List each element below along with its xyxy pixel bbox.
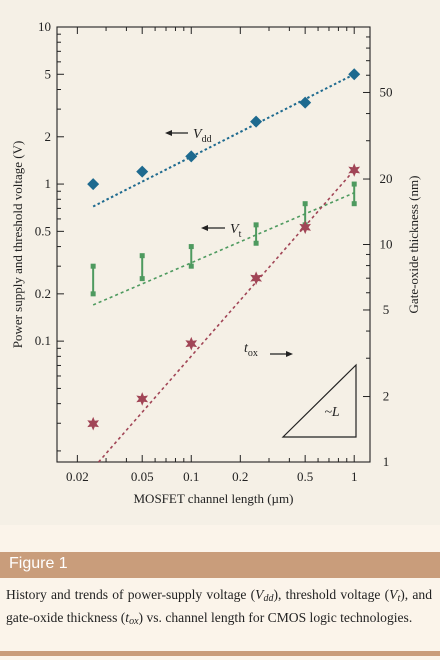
vt-range-high-cap (302, 201, 308, 207)
vdd-point (136, 165, 149, 178)
tox-point (299, 220, 311, 235)
slope-triangle (281, 363, 357, 438)
vt-range-low-cap (188, 263, 194, 269)
vdd-trend-line (92, 73, 355, 208)
chart-panel: 0.02 0.05 0.1 0.2 0.5 1 0.1 0.2 0.5 1 2 5 10 1 2 5 10 20 5… (10, 19, 421, 506)
y-right-tick-label: 20 (380, 171, 393, 186)
vdd-point (250, 115, 263, 128)
caption-tox-symbol: t (125, 610, 130, 625)
y-right-tick-label: 5 (383, 302, 390, 317)
bottom-rule (0, 651, 440, 656)
vt-trend-line (92, 192, 355, 306)
x-tick-label: 0.5 (297, 469, 313, 484)
y-tick-label: 0.1 (35, 333, 51, 348)
vt-range-low-cap (139, 276, 145, 282)
vdd-label: Vdd (193, 127, 212, 145)
tox-label: tox (244, 341, 258, 359)
tox-label-arrow-head (286, 351, 293, 357)
y-tick-label: 1 (45, 176, 52, 191)
caption-vdd-symbol: V (255, 587, 264, 602)
figure-label: Figure 1 (9, 555, 68, 572)
tox-point (136, 392, 149, 406)
vdd-point (185, 150, 198, 163)
vt-range-high-cap (139, 253, 145, 259)
tox-point (348, 163, 361, 177)
figure-caption: History and trends of power-supply volta… (6, 585, 432, 631)
x-tick-label: 0.1 (183, 469, 199, 484)
tox-trend-line (97, 169, 355, 463)
x-tick-label: 0.02 (66, 469, 89, 484)
caption-text-4: ) vs. channel length for CMOS logic tech… (138, 610, 413, 625)
vt-range-low-cap (351, 201, 357, 207)
vt-label-arrow-head (201, 225, 208, 231)
vt-range-low-cap (90, 291, 96, 297)
x-tick-label: 1 (351, 469, 358, 484)
vt-range-high-cap (253, 222, 259, 228)
figure-label-bar: Figure 1 (0, 552, 440, 578)
caption-text-3: ), and gate-oxide thickness ( (6, 587, 432, 625)
y-tick-label: 0.5 (35, 223, 51, 238)
vt-label: Vt (230, 222, 242, 240)
slope-label: ~L (324, 405, 340, 420)
vdd-point (348, 68, 361, 81)
y-axis-label: Power supply and threshold voltage (V) (10, 141, 25, 349)
y-right-tick-label: 2 (383, 389, 390, 404)
vdd-point (87, 178, 100, 191)
y-tick-label: 10 (38, 19, 51, 34)
vt-range-high-cap (188, 244, 194, 250)
tox-point (185, 336, 198, 351)
tox-point (250, 271, 262, 285)
y-tick-label: 5 (45, 66, 52, 81)
vt-range-high-cap (351, 181, 357, 187)
caption-vt-symbol: V (389, 587, 398, 602)
vt-range-high-cap (90, 263, 96, 269)
x-axis-label: MOSFET channel length (µm) (134, 491, 294, 506)
caption-text-1: History and trends of power-supply volta… (6, 587, 256, 602)
x-tick-label: 0.05 (131, 469, 154, 484)
y-right-tick-label: 1 (383, 454, 390, 469)
caption-vt-subscript: t (397, 593, 401, 604)
y-right-tick-label: 10 (380, 237, 393, 252)
y-tick-label: 2 (45, 129, 52, 144)
caption-text-2: ), threshold voltage ( (273, 587, 390, 602)
chart: 0.02 0.05 0.1 0.2 0.5 1 0.1 0.2 0.5 1 2 5 10 1 2 5 10 20 5… (10, 19, 421, 506)
vt-range-low-cap (253, 240, 259, 246)
y-right-tick-label: 50 (380, 84, 393, 99)
caption-tox-subscript: ox (129, 616, 139, 627)
vdd-label-arrow-head (165, 130, 172, 136)
x-tick-label: 0.2 (232, 469, 248, 484)
caption-vdd-subscript: dd (263, 593, 274, 604)
y-tick-label: 0.2 (35, 286, 51, 301)
vdd-point (299, 96, 312, 109)
y-right-axis-label: Gate-oxide thickness (nm) (406, 176, 421, 314)
tox-point (87, 416, 99, 431)
